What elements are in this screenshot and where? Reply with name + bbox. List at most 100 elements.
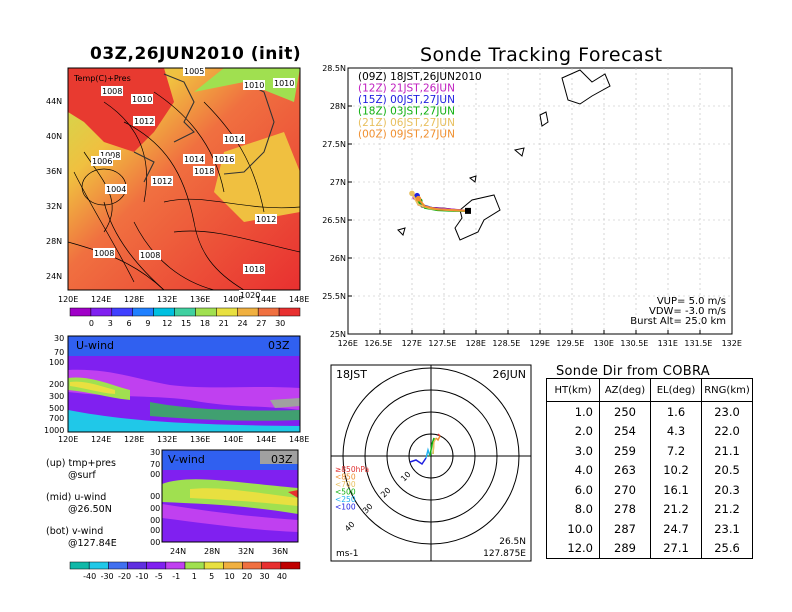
height-legend-entry: ≥850hPa xyxy=(335,465,369,474)
main-title: 03Z,26JUN2010 (init) xyxy=(90,44,302,64)
cobra-cell: 287 xyxy=(599,519,651,539)
polar-unit: ms-1 xyxy=(336,549,358,559)
cobra-cell: 4.3 xyxy=(650,421,702,441)
isobar-label: 1014 xyxy=(184,155,204,164)
isobar-label: 1006 xyxy=(92,157,112,166)
track-y-tick: 27N xyxy=(330,178,346,187)
track-param: VUP= 5.0 m/s xyxy=(657,296,726,307)
u-pressure-tick: 30 xyxy=(54,334,64,343)
v-lat-tick: 32N xyxy=(238,547,254,556)
colorbar-label: -20 xyxy=(118,572,131,581)
temp-lat-tick: 28N xyxy=(46,237,62,246)
v-pressure-tick: 100 xyxy=(150,470,160,479)
v-pressure-tick: 30 xyxy=(150,448,160,457)
cobra-cell: 289 xyxy=(599,538,651,559)
cobra-row: 3.0 259 7.2 21.1 xyxy=(546,441,753,461)
u-lon-tick: 124E xyxy=(91,435,111,444)
cobra-cell: 263 xyxy=(599,460,651,480)
temp-lon-tick: 132E xyxy=(157,295,177,304)
cobra-cell: 22.0 xyxy=(701,421,753,441)
u-wind-time: 03Z xyxy=(268,339,290,352)
launch-site-marker xyxy=(465,207,471,214)
col-rng: RNG(km) xyxy=(701,378,753,402)
u-wind-label: U-wind xyxy=(76,339,114,352)
legend-notes: (up) tmp+pres @surf (mid) u-wind @26.50N… xyxy=(46,458,117,550)
colorbar-label: 40 xyxy=(277,572,287,581)
track-legend-entry: (18Z) 03JST,27JUN xyxy=(358,106,455,118)
cobra-table: HT(km) AZ(deg) EL(deg) RNG(km) 1.0 250 1.6… xyxy=(546,378,753,559)
colorbar-label: 12 xyxy=(162,319,172,328)
hodograph-segment xyxy=(435,435,441,442)
colorbar-swatch xyxy=(111,307,133,317)
colorbar-label: 10 xyxy=(225,572,235,581)
cobra-row: 2.0 254 4.3 22.0 xyxy=(546,421,753,441)
temp-lat-tick: 40N xyxy=(46,132,62,141)
isobar-label: 1012 xyxy=(256,215,276,224)
u-pressure-tick: 300 xyxy=(49,392,64,401)
cobra-cell: 4.0 xyxy=(546,460,600,480)
u-lon-tick: 132E xyxy=(157,435,177,444)
colorbar-swatch xyxy=(108,561,128,570)
track-y-tick: 25N xyxy=(330,330,346,339)
colorbar-label: 3 xyxy=(108,319,113,328)
cobra-cell: 1.6 xyxy=(650,401,702,422)
u-pressure-tick: 1000 xyxy=(44,426,64,435)
colorbar-label: -5 xyxy=(155,572,163,581)
height-legend-entry: <850 xyxy=(335,473,356,482)
colorbar-label: 6 xyxy=(127,319,132,328)
colorbar-swatch xyxy=(153,307,175,317)
height-legend-entry: <500 xyxy=(335,488,356,497)
colorbar-swatch xyxy=(237,307,259,317)
colorbar-swatch xyxy=(223,561,243,570)
isobar-label: 1020 xyxy=(240,291,260,300)
track-x-tick: 128E xyxy=(466,339,486,348)
colorbar-label: 27 xyxy=(256,319,266,328)
cobra-cell: 254 xyxy=(599,421,651,441)
cobra-row: 4.0 263 10.2 20.5 xyxy=(546,460,753,480)
track-y-tick: 28.5N xyxy=(322,64,346,73)
isobar-label: 1016 xyxy=(214,155,234,164)
colorbar-label: 0 xyxy=(89,319,94,328)
temp-lon-tick: 124E xyxy=(91,295,111,304)
colorbar-swatch xyxy=(69,307,92,317)
temperature-colorbar: 0 3 6 9 12 15 18 21 24 27 30 xyxy=(69,307,301,328)
colorbar-label: 9 xyxy=(145,319,150,328)
cobra-cell: 23.0 xyxy=(701,401,753,422)
track-x-tick: 131E xyxy=(658,339,678,348)
temp-lon-tick: 120E xyxy=(58,295,78,304)
col-el: EL(deg) xyxy=(650,378,702,402)
v-wind-time: 03Z xyxy=(271,453,293,466)
isobar-label: 1012 xyxy=(152,177,172,186)
col-az: AZ(deg) xyxy=(599,378,651,402)
temp-lon-tick: 144E xyxy=(256,295,276,304)
isobar-label: 1004 xyxy=(106,185,126,194)
cobra-cell: 16.1 xyxy=(650,480,702,500)
colorbar-swatch xyxy=(165,561,186,570)
temp-lon-tick: 148E xyxy=(289,295,309,304)
track-legend-entry: (00Z) 09JST,27JUN xyxy=(358,129,455,141)
track-legend-entry: (09Z) 18JST,26JUN2010 xyxy=(358,71,482,83)
track-y-tick: 26.5N xyxy=(322,216,346,225)
u-lon-tick: 136E xyxy=(190,435,210,444)
isobar-label: 1010 xyxy=(274,79,294,88)
colorbar-swatch xyxy=(69,561,90,570)
isobar-label: 1008 xyxy=(140,251,160,260)
isobar-label: 1018 xyxy=(244,265,264,274)
colorbar-label: 30 xyxy=(259,572,269,581)
cobra-cell: 25.6 xyxy=(701,538,753,559)
u-pressure-tick: 70 xyxy=(54,348,64,357)
colorbar-swatch xyxy=(88,561,109,570)
cobra-cell: 20.5 xyxy=(701,460,753,480)
cobra-cell: 10.0 xyxy=(546,519,600,539)
note-mid-2: @26.50N xyxy=(68,504,112,515)
track-param: VDW= -3.0 m/s xyxy=(649,306,726,317)
cobra-cell: 23.1 xyxy=(701,519,753,539)
colorbar-swatch xyxy=(146,561,167,570)
track-param: Burst Alt= 25.0 km xyxy=(630,316,726,327)
cobra-cell: 3.0 xyxy=(546,441,600,461)
colorbar-label: 18 xyxy=(200,319,210,328)
hodograph-segment xyxy=(425,447,431,459)
u-pressure-tick: 100 xyxy=(49,358,64,367)
v-pressure-tick: 70 xyxy=(150,460,160,469)
